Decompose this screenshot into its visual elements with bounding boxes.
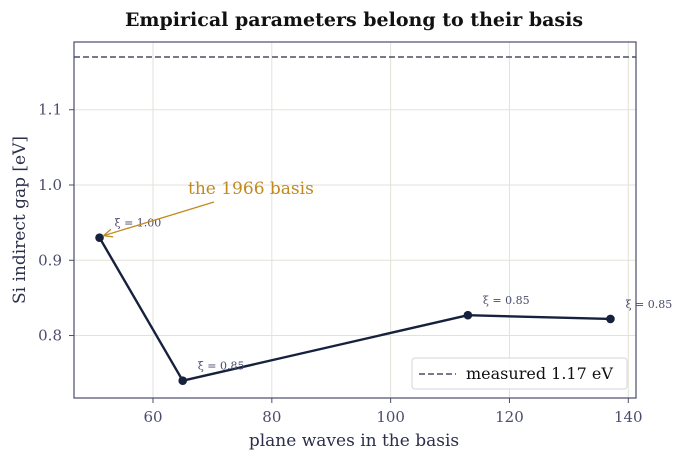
x-tick-label: 120 (495, 408, 524, 426)
x-tick-label: 60 (143, 408, 162, 426)
series-line (98, 237, 611, 382)
grid (74, 42, 636, 398)
x-tick-label: 140 (614, 408, 643, 426)
x-tick-label: 100 (376, 408, 405, 426)
data-point-label: ξ = 1.00 (115, 217, 162, 230)
data-point-label: ξ = 0.85 (625, 298, 672, 311)
data-point-label: ξ = 0.85 (198, 360, 245, 373)
y-axis-label: Si indirect gap [eV] (10, 136, 30, 304)
plot-frame (73, 41, 637, 399)
legend-box (411, 357, 628, 390)
axis-ticks: 60 80 100 120 140 0.8 0.9 1.0 1.1 (38, 101, 642, 426)
data-point (95, 233, 104, 242)
y-tick-label: 0.8 (38, 327, 62, 345)
data-point (606, 314, 615, 324)
annotation-layer: the 1966 basis (104, 179, 314, 236)
x-tick-label: 80 (262, 408, 281, 426)
data-point (463, 310, 473, 320)
chart-title: Empirical parameters belong to their bas… (125, 9, 583, 31)
series-layer: ξ = 1.00 ξ = 0.85 ξ = 0.85 ξ = 0.85 (95, 217, 672, 385)
annotation-text: the 1966 basis (188, 179, 314, 199)
y-tick-label: 0.9 (38, 251, 62, 269)
annotation-arrow (104, 201, 215, 236)
data-point (178, 376, 188, 385)
y-tick-label: 1.1 (38, 101, 62, 119)
data-point-label: ξ = 0.85 (483, 294, 530, 307)
legend-label: measured 1.17 eV (466, 364, 613, 383)
y-tick-label: 1.0 (38, 176, 62, 194)
legend: measured 1.17 eV (411, 357, 628, 390)
x-axis-label: plane waves in the basis (249, 431, 459, 451)
